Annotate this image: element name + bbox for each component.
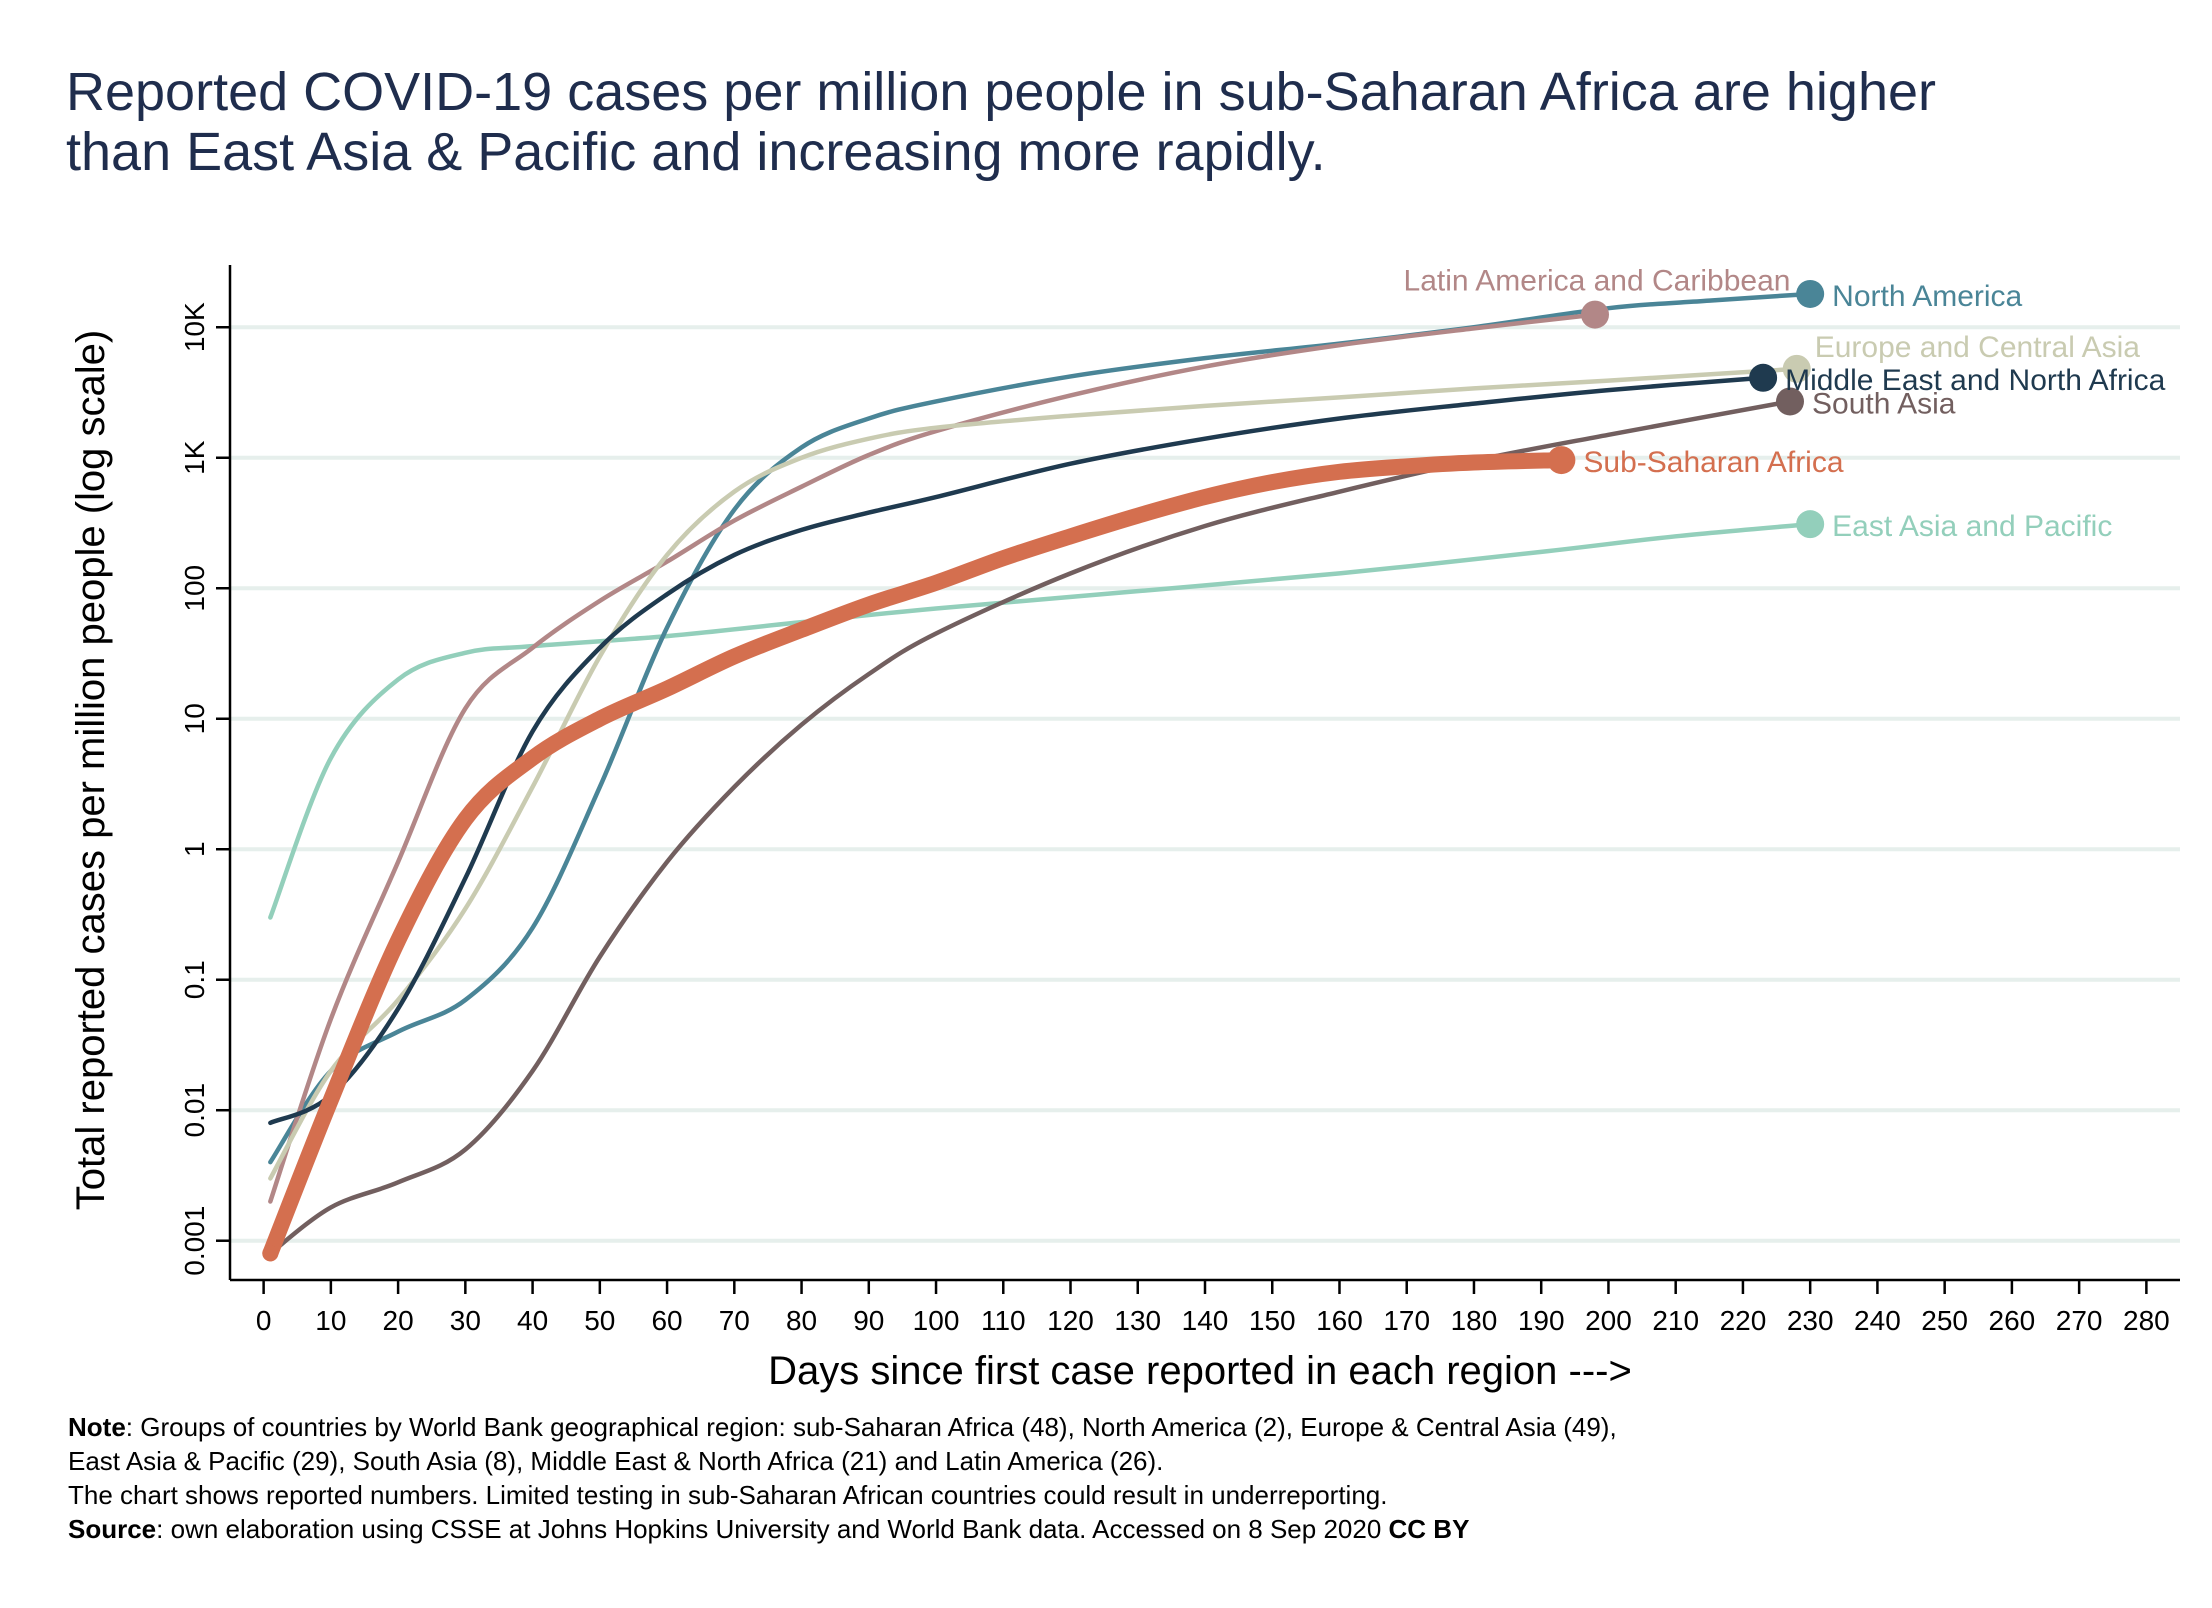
x-axis-label: Days since first case reported in each r… xyxy=(768,1349,1632,1393)
series-label-sub-saharan-africa: Sub-Saharan Africa xyxy=(1583,446,1843,479)
series-lines xyxy=(262,279,1825,1262)
series-line-sub-saharan-africa xyxy=(262,452,1570,1262)
source-line: Source: own elaboration using CSSE at Jo… xyxy=(68,1512,2168,1546)
series-line-europe-and-central-asia xyxy=(268,366,1799,1181)
grid-lines xyxy=(230,325,2180,1243)
series-start-point xyxy=(262,1245,279,1262)
x-tick-label: 260 xyxy=(1989,1305,2036,1336)
note-line-3: The chart shows reported numbers. Limite… xyxy=(68,1480,1388,1510)
x-tick-label: 70 xyxy=(719,1305,750,1336)
x-tick-label: 120 xyxy=(1047,1305,1094,1336)
x-tick-label: 80 xyxy=(786,1305,817,1336)
x-tick-label: 0 xyxy=(256,1305,272,1336)
source-text: : own elaboration using CSSE at Johns Ho… xyxy=(156,1514,1389,1544)
series-line-latin-america-and-caribbean xyxy=(268,312,1598,1204)
series-end-point-latin-america-and-caribbean xyxy=(1581,300,1609,329)
series-end-point-south-asia xyxy=(1776,387,1804,416)
series-end-point-middle-east-and-north-africa xyxy=(1749,363,1778,392)
note-label: Note xyxy=(68,1412,126,1442)
x-tick-label: 200 xyxy=(1585,1305,1632,1336)
series-line-north-america xyxy=(268,291,1813,1165)
x-tick-label: 130 xyxy=(1114,1305,1161,1336)
y-tick-label: 10K xyxy=(179,302,210,352)
x-tick-label: 90 xyxy=(853,1305,884,1336)
source-label: Source xyxy=(68,1514,157,1544)
series-label-north-america: North America xyxy=(1832,280,2022,313)
series-label-south-asia: South Asia xyxy=(1812,387,1956,420)
y-tick-label: 100 xyxy=(179,565,210,612)
chart-notes: Note: Groups of countries by World Bank … xyxy=(68,1410,2168,1546)
x-tick-label: 240 xyxy=(1854,1305,1901,1336)
x-tick-label: 40 xyxy=(517,1305,548,1336)
note-line-2: East Asia & Pacific (29), South Asia (8)… xyxy=(68,1446,1164,1476)
x-tick-label: 150 xyxy=(1249,1305,1296,1336)
series-label-latin-america-and-caribbean: Latin America and Caribbean xyxy=(1404,265,1791,298)
series-end-point-east-asia-and-pacific xyxy=(1796,510,1825,539)
series-line-east-asia-and-pacific xyxy=(268,521,1813,920)
chart-title-line-2: than East Asia & Pacific and increasing … xyxy=(66,122,1326,182)
x-tick-label: 250 xyxy=(1921,1305,1968,1336)
x-tick-label: 50 xyxy=(584,1305,615,1336)
x-tick-label: 140 xyxy=(1182,1305,1229,1336)
chart-title: Reported COVID-19 cases per million peop… xyxy=(66,62,2186,182)
y-tick-label: 0.1 xyxy=(179,960,210,999)
y-tick-label: 10 xyxy=(179,703,210,734)
x-tick-label: 20 xyxy=(383,1305,414,1336)
series-end-point-sub-saharan-africa xyxy=(1547,446,1576,475)
x-tick-label: 190 xyxy=(1518,1305,1565,1336)
x-tick-label: 210 xyxy=(1652,1305,1699,1336)
series-labels: East Asia and Pacific North America Latin … xyxy=(1404,265,2166,544)
x-tick-label: 10 xyxy=(315,1305,346,1336)
chart-title-line-1: Reported COVID-19 cases per million peop… xyxy=(66,62,1936,122)
x-tick-label: 230 xyxy=(1787,1305,1834,1336)
x-tick-label: 60 xyxy=(651,1305,682,1336)
x-tick-label: 30 xyxy=(450,1305,481,1336)
x-tick-label: 280 xyxy=(2123,1305,2170,1336)
series-line-middle-east-and-north-africa xyxy=(268,375,1766,1126)
x-tick-label: 220 xyxy=(1720,1305,1767,1336)
license-label: CC BY xyxy=(1388,1514,1470,1544)
series-label-east-asia-and-pacific: East Asia and Pacific xyxy=(1832,510,2112,543)
x-tick-label: 180 xyxy=(1451,1305,1498,1336)
x-tick-label: 270 xyxy=(2056,1305,2103,1336)
x-tick-label: 170 xyxy=(1383,1305,1430,1336)
series-end-point-north-america xyxy=(1796,279,1825,308)
series-label-europe-and-central-asia: Europe and Central Asia xyxy=(1815,331,2141,364)
y-tick-label: 0.001 xyxy=(179,1206,210,1276)
note-text-1: : Groups of countries by World Bank geog… xyxy=(125,1412,1617,1442)
y-tick-label: 1 xyxy=(179,841,210,857)
y-tick-label: 0.01 xyxy=(179,1083,210,1138)
series-end-point-europe-and-central-asia xyxy=(1782,354,1811,383)
y-axis-label: Total reported cases per million people … xyxy=(69,330,113,1210)
x-tick-label: 100 xyxy=(913,1305,960,1336)
series-line-south-asia xyxy=(268,399,1793,1256)
x-tick-label: 110 xyxy=(981,1305,1026,1336)
x-tick-label: 160 xyxy=(1316,1305,1363,1336)
series-label-middle-east-and-north-africa: Middle East and North Africa xyxy=(1785,364,2166,397)
note-line-1: Note: Groups of countries by World Bank … xyxy=(68,1410,2168,1444)
y-tick-label: 1K xyxy=(179,440,210,475)
